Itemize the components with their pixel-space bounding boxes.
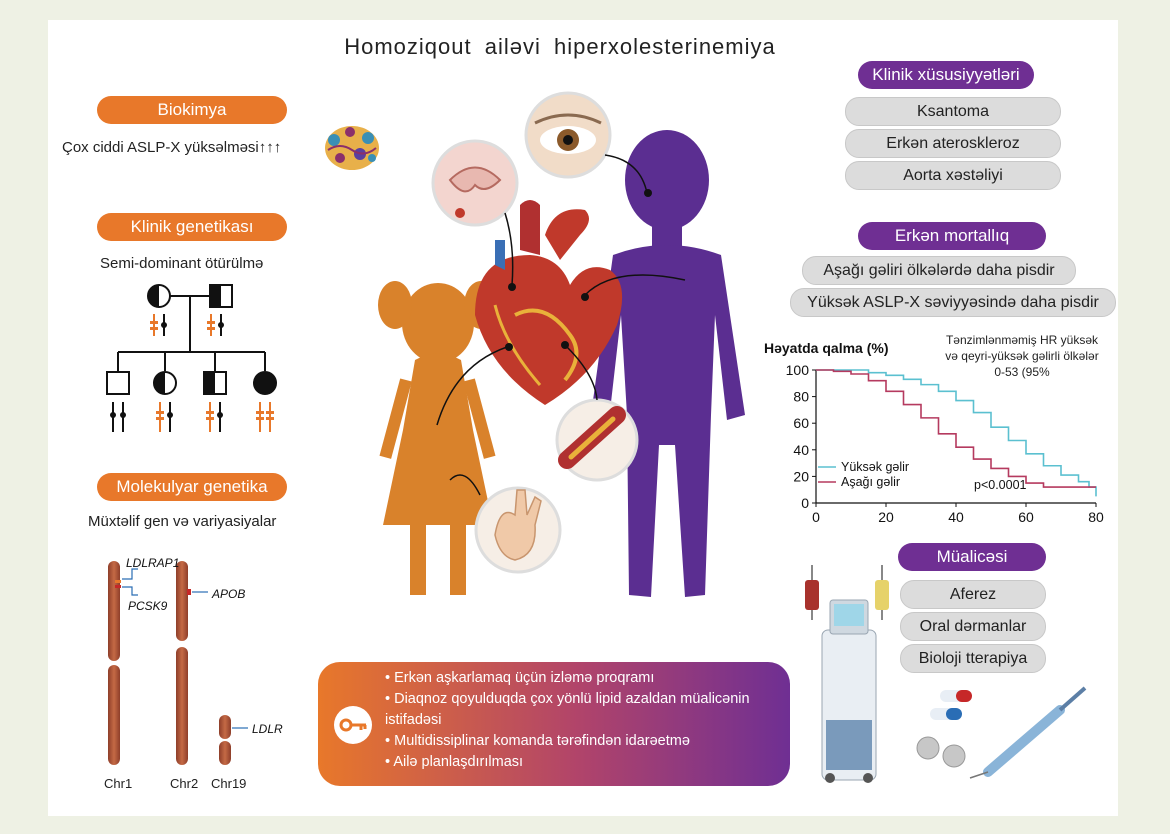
y-tick-label: 40 bbox=[793, 442, 809, 458]
key-point-3: • Multidissiplinar komanda tərəfindən id… bbox=[385, 733, 690, 749]
key-points-list: • Erkən aşkarlamaq üçün izləmə proqramı … bbox=[385, 668, 785, 773]
mortality-high-ldl: Yüksək ASLP-X səviyyəsində daha pisdir bbox=[790, 288, 1116, 317]
page-title: Homoziqout ailəvi hiperxolesterinemiya bbox=[344, 34, 776, 59]
feature-xanthoma: Ksantoma bbox=[845, 97, 1061, 126]
mortality-low-income: Aşağı gəliri ölkələrdə daha pisdir bbox=[802, 256, 1076, 285]
hand-callout bbox=[474, 486, 562, 574]
gene-ldlr: LDLR bbox=[252, 722, 283, 736]
key-icon bbox=[334, 706, 372, 744]
chromosome-label-19: Chr19 bbox=[211, 776, 247, 791]
chart-ylabel: Həyatda qalma (%) bbox=[764, 340, 889, 356]
treatment-header: Müalicəsi bbox=[898, 543, 1046, 571]
x-tick-label: 80 bbox=[1088, 509, 1104, 525]
valve-callout bbox=[431, 139, 519, 227]
chromosome-diagram bbox=[108, 561, 248, 765]
key-point-1: • Erkən aşkarlamaq üçün izləmə proqramı bbox=[385, 670, 655, 686]
center-illustration bbox=[378, 91, 745, 597]
clinical-genetics-text: Semi-dominant ötürülmə bbox=[100, 255, 264, 272]
biochem-text: Çox ciddi ASLP-X yüksəlməsi↑↑↑ bbox=[62, 139, 282, 156]
chr1-p-arm bbox=[108, 561, 120, 661]
key-points-box bbox=[318, 662, 790, 786]
child-homozygous bbox=[253, 371, 277, 395]
clinical-genetics-header: Klinik genetikası bbox=[97, 213, 287, 241]
p-value: p<0.0001 bbox=[974, 478, 1027, 492]
adult-silhouette bbox=[591, 130, 745, 597]
parent-male-heterozygous bbox=[209, 284, 233, 308]
gene-pcsk9: PCSK9 bbox=[128, 599, 168, 613]
chart-annotation: Tənzimlənməmiş HR yüksək və qeyri-yüksək… bbox=[945, 333, 1099, 379]
child-unaffected bbox=[106, 371, 130, 395]
mortality-header: Erkən mortallıq bbox=[858, 222, 1046, 250]
gene-apob: APOB bbox=[212, 587, 246, 601]
feature-aortic-disease: Aorta xəstəliyi bbox=[845, 161, 1061, 190]
x-tick-label: 0 bbox=[812, 509, 820, 525]
child-female-heterozygous bbox=[153, 371, 177, 395]
chr2-p-arm bbox=[176, 561, 188, 641]
key-point-4: • Ailə planlaşdırılması bbox=[385, 754, 524, 770]
y-tick-label: 20 bbox=[793, 468, 809, 484]
clinical-features-header: Klinik xüsusiyyətləri bbox=[858, 61, 1034, 89]
parent-female-heterozygous bbox=[147, 284, 171, 308]
x-tick-label: 40 bbox=[948, 509, 964, 525]
series-line-0 bbox=[816, 369, 1097, 497]
chr19-q-arm bbox=[219, 741, 231, 765]
y-tick-label: 0 bbox=[801, 495, 809, 511]
gene-ldlrap1: LDLRAP1 bbox=[126, 556, 180, 570]
legend-label-1: Aşağı gəlir bbox=[841, 475, 900, 489]
heart-icon bbox=[475, 200, 623, 405]
chr19-p-arm bbox=[219, 715, 231, 739]
pedigree-diagram bbox=[106, 284, 277, 432]
apheresis-machine-icon bbox=[805, 565, 889, 783]
x-tick-label: 20 bbox=[878, 509, 894, 525]
feature-atherosclerosis: Erkən ateroskleroz bbox=[845, 129, 1061, 158]
medication-icon bbox=[916, 686, 1087, 779]
artery-callout bbox=[555, 398, 639, 482]
child-silhouette bbox=[378, 281, 498, 595]
y-tick-label: 80 bbox=[793, 389, 809, 405]
chr2-q-arm bbox=[176, 647, 188, 765]
legend-label-0: Yüksək gəlir bbox=[841, 460, 909, 474]
series-line-1 bbox=[816, 369, 1096, 488]
treatment-biologic: Bioloji tterapiya bbox=[900, 644, 1046, 673]
molecular-genetics-text: Müxtəlif gen və variyasiyalar bbox=[88, 513, 277, 530]
key-point-2: • Diaqnoz qoyulduqda çox yönlü lipid aza… bbox=[385, 691, 750, 728]
treatment-oral-drugs: Oral dərmanlar bbox=[900, 612, 1046, 641]
treatment-apheresis: Aferez bbox=[900, 580, 1046, 609]
chromosome-label-1: Chr1 bbox=[104, 776, 133, 791]
molecular-genetics-header: Molekulyar genetika bbox=[97, 473, 287, 501]
eye-callout bbox=[524, 91, 612, 179]
ldl-particle-icon bbox=[325, 126, 379, 170]
biochem-header: Biokimya bbox=[97, 96, 287, 124]
child-male-heterozygous bbox=[203, 371, 227, 395]
y-tick-label: 100 bbox=[786, 362, 810, 378]
chromosome-label-2: Chr2 bbox=[170, 776, 199, 791]
chr1-q-arm bbox=[108, 665, 120, 765]
y-tick-label: 60 bbox=[793, 415, 809, 431]
x-tick-label: 60 bbox=[1018, 509, 1034, 525]
